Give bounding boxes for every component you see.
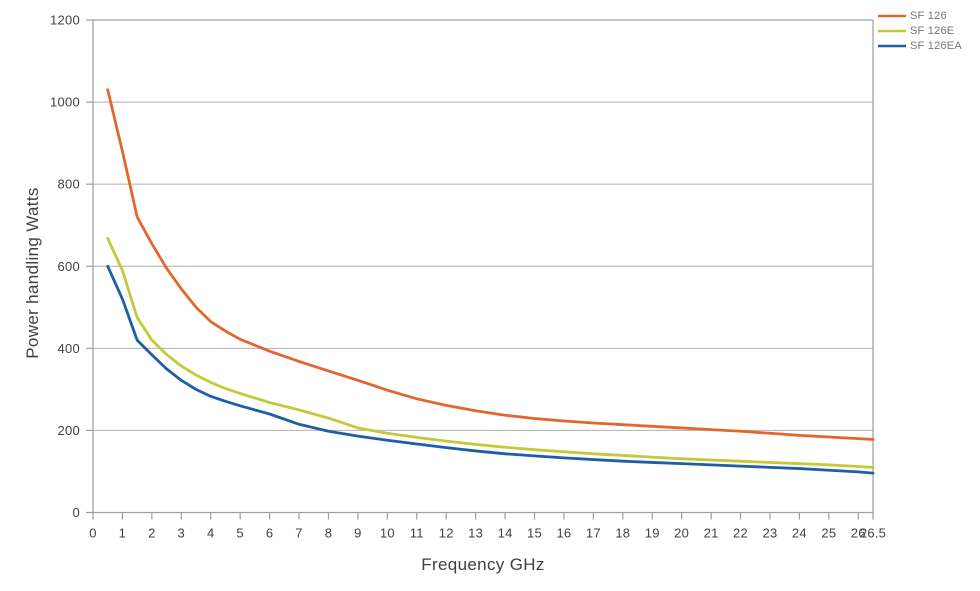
legend-item-sf-126ea: SF 126EA bbox=[878, 39, 962, 52]
y-tick-label: 600 bbox=[58, 259, 80, 274]
legend-line-swatch bbox=[878, 44, 906, 47]
x-tick-label: 10 bbox=[380, 526, 395, 541]
x-tick-label: 0 bbox=[89, 526, 97, 541]
x-tick-label: 7 bbox=[295, 526, 303, 541]
series-line-sf-126ea bbox=[106, 264, 875, 475]
x-tick-label: 12 bbox=[439, 526, 454, 541]
x-tick-label: 16 bbox=[556, 526, 571, 541]
x-tick-label: 5 bbox=[236, 526, 244, 541]
x-tick-label: 26.5 bbox=[860, 526, 886, 541]
x-tick-label: 14 bbox=[498, 526, 513, 541]
x-tick-label: 22 bbox=[733, 526, 748, 541]
x-tick-label: 4 bbox=[207, 526, 215, 541]
x-tick-label: 13 bbox=[468, 526, 483, 541]
x-tick-label: 9 bbox=[354, 526, 362, 541]
legend: SF 126 SF 126E SF 126EA bbox=[878, 9, 962, 52]
x-tick-label: 24 bbox=[792, 526, 807, 541]
legend-label: SF 126 bbox=[910, 9, 947, 22]
x-tick-label: 8 bbox=[325, 526, 333, 541]
x-tick-label: 19 bbox=[645, 526, 660, 541]
x-tick-label: 23 bbox=[762, 526, 777, 541]
x-tick-label: 11 bbox=[410, 526, 424, 541]
x-tick-label: 26 bbox=[851, 526, 866, 541]
legend-label: SF 126E bbox=[910, 24, 955, 37]
x-tick-label: 3 bbox=[178, 526, 186, 541]
series-line-sf-126 bbox=[106, 88, 875, 441]
x-tick-label: 17 bbox=[586, 526, 601, 541]
legend-item-sf-126e: SF 126E bbox=[878, 24, 962, 37]
series-line-sf-126e bbox=[106, 236, 875, 469]
legend-item-sf-126: SF 126 bbox=[878, 9, 962, 22]
x-tick-label: 20 bbox=[674, 526, 689, 541]
legend-label: SF 126EA bbox=[910, 39, 962, 52]
y-tick-label: 400 bbox=[58, 341, 80, 356]
x-tick-label: 25 bbox=[821, 526, 836, 541]
legend-line-swatch bbox=[878, 29, 906, 32]
y-tick-label: 0 bbox=[73, 505, 81, 520]
y-axis-title: Power handling Watts bbox=[23, 187, 42, 359]
x-tick-label: 6 bbox=[266, 526, 274, 541]
y-tick-label: 1000 bbox=[50, 95, 80, 110]
x-axis-title: Frequency GHz bbox=[421, 555, 545, 574]
y-tick-label: 200 bbox=[58, 423, 80, 438]
x-tick-label: 1 bbox=[119, 526, 127, 541]
x-tick-label: 15 bbox=[527, 526, 542, 541]
x-tick-label: 21 bbox=[704, 526, 719, 541]
x-tick-label: 18 bbox=[615, 526, 630, 541]
y-tick-label: 1200 bbox=[50, 13, 80, 28]
y-tick-label: 800 bbox=[58, 177, 80, 192]
legend-line-swatch bbox=[878, 14, 906, 17]
x-tick-label: 2 bbox=[148, 526, 156, 541]
